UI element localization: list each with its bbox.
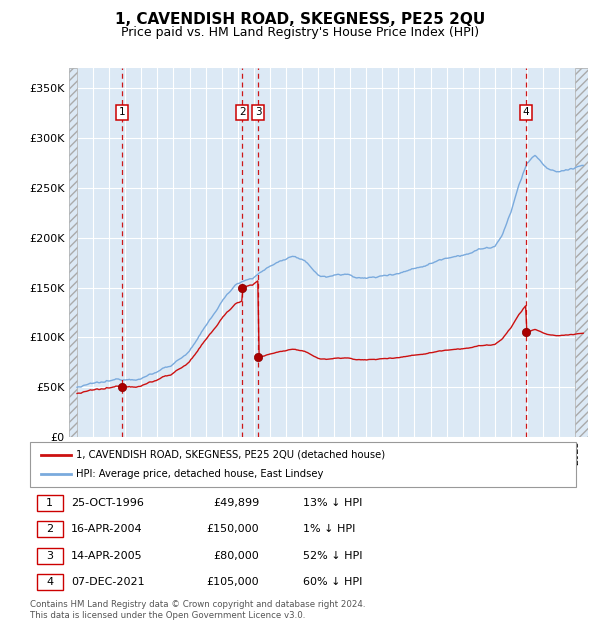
- Text: 3: 3: [46, 551, 53, 560]
- Text: 1: 1: [119, 107, 125, 117]
- Text: 2: 2: [239, 107, 245, 117]
- Text: 07-DEC-2021: 07-DEC-2021: [71, 577, 145, 587]
- Text: 4: 4: [46, 577, 53, 587]
- FancyBboxPatch shape: [37, 521, 63, 537]
- Text: Price paid vs. HM Land Registry's House Price Index (HPI): Price paid vs. HM Land Registry's House …: [121, 26, 479, 39]
- Text: 2: 2: [46, 525, 53, 534]
- Text: 25-OCT-1996: 25-OCT-1996: [71, 498, 144, 508]
- Bar: [575, 68, 588, 437]
- Text: 4: 4: [523, 107, 529, 117]
- FancyBboxPatch shape: [37, 574, 63, 590]
- Text: £105,000: £105,000: [206, 577, 259, 587]
- Text: £49,899: £49,899: [213, 498, 259, 508]
- Text: 52% ↓ HPI: 52% ↓ HPI: [303, 551, 362, 560]
- FancyBboxPatch shape: [37, 548, 63, 564]
- Text: Contains HM Land Registry data © Crown copyright and database right 2024.
This d: Contains HM Land Registry data © Crown c…: [30, 600, 365, 619]
- Text: HPI: Average price, detached house, East Lindsey: HPI: Average price, detached house, East…: [76, 469, 324, 479]
- Text: 1: 1: [46, 498, 53, 508]
- Text: 14-APR-2005: 14-APR-2005: [71, 551, 143, 560]
- Text: £80,000: £80,000: [214, 551, 259, 560]
- Text: 1% ↓ HPI: 1% ↓ HPI: [303, 525, 355, 534]
- Text: 1, CAVENDISH ROAD, SKEGNESS, PE25 2QU (detached house): 1, CAVENDISH ROAD, SKEGNESS, PE25 2QU (d…: [76, 450, 386, 459]
- Bar: [69, 68, 77, 437]
- Text: 3: 3: [255, 107, 262, 117]
- Text: 1, CAVENDISH ROAD, SKEGNESS, PE25 2QU: 1, CAVENDISH ROAD, SKEGNESS, PE25 2QU: [115, 12, 485, 27]
- Text: £150,000: £150,000: [206, 525, 259, 534]
- Text: 13% ↓ HPI: 13% ↓ HPI: [303, 498, 362, 508]
- FancyBboxPatch shape: [37, 495, 63, 511]
- Text: 16-APR-2004: 16-APR-2004: [71, 525, 143, 534]
- Text: 60% ↓ HPI: 60% ↓ HPI: [303, 577, 362, 587]
